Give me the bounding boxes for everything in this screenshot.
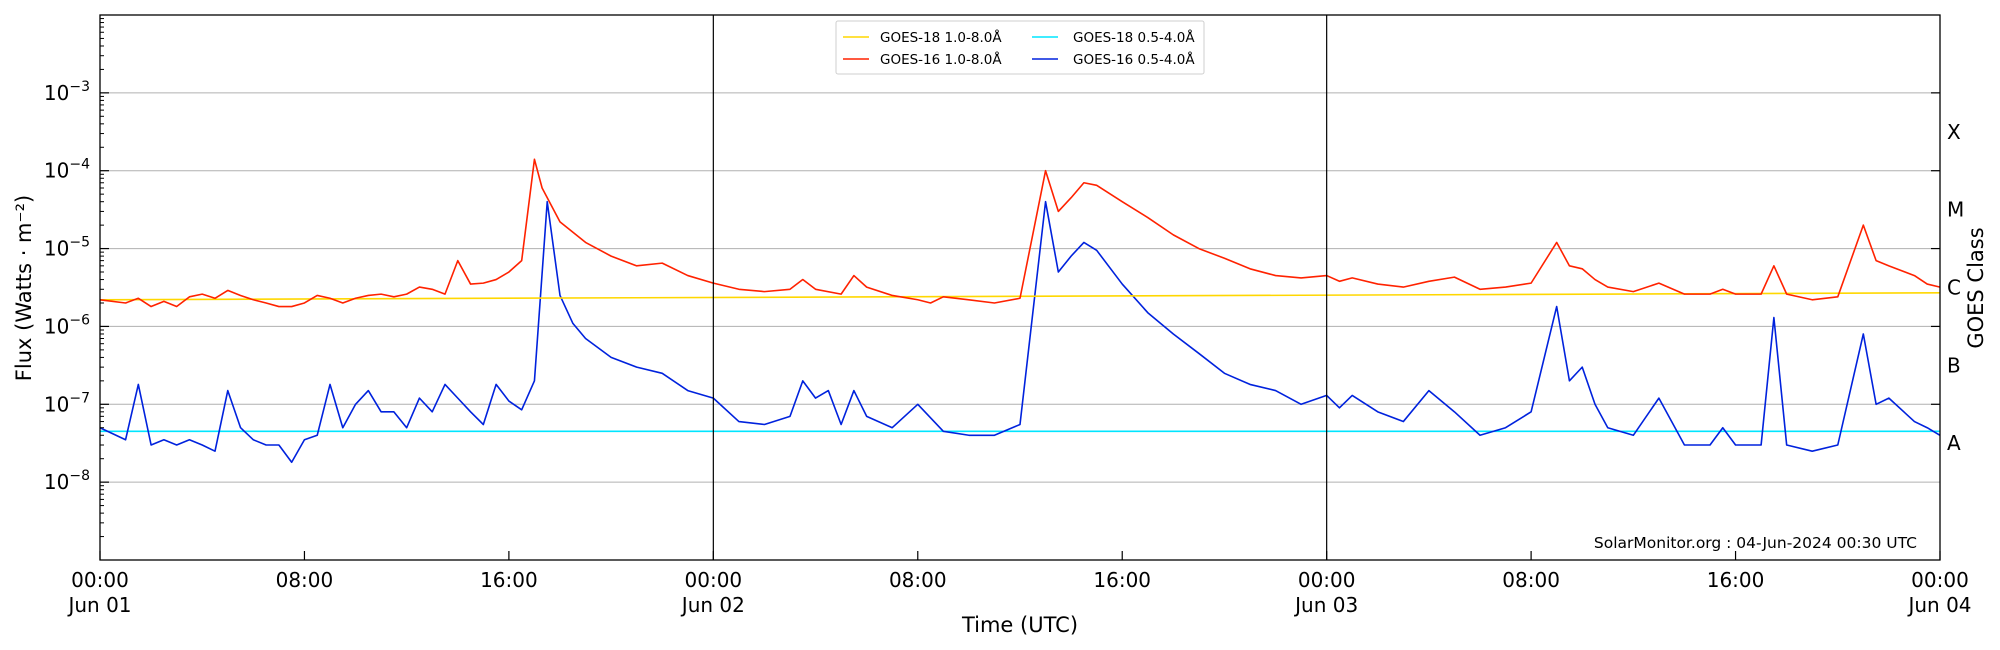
legend-label-goes16-long: GOES-16 1.0-8.0Å — [880, 51, 1002, 68]
series-layer — [99, 158, 1941, 464]
y-tick-base: 10 — [44, 81, 69, 105]
x-axis-label: Time (UTC) — [961, 613, 1078, 637]
day-boundaries — [712, 15, 1328, 560]
y-tick-exponent: −6 — [69, 312, 90, 328]
y-tick-base: 10 — [44, 392, 69, 416]
credit-annotation: SolarMonitor.org : 04-Jun-2024 00:30 UTC — [1594, 534, 1917, 552]
legend-box — [835, 20, 1205, 75]
y-ticks: 10−310−410−510−610−710−8 — [44, 18, 109, 538]
plot-frame — [99, 14, 1941, 561]
x-tick-label: 00:00 — [71, 568, 129, 592]
legend-label-goes16-short: GOES-16 0.5-4.0Å — [1073, 51, 1195, 68]
goes-class-label: C — [1947, 276, 1961, 300]
x-tick-label: 16:00 — [1093, 568, 1151, 592]
series-line — [99, 200, 1941, 464]
y-tick-base: 10 — [44, 470, 69, 494]
goes-class-label: B — [1947, 353, 1961, 377]
y-tick-exponent: −7 — [69, 390, 90, 406]
gridlines — [100, 92, 1940, 483]
x-tick-label: 00:00 — [1298, 568, 1356, 592]
y-axis-label: Flux (Watts · m⁻²) — [12, 195, 36, 381]
goes-class-label: M — [1947, 198, 1964, 222]
x-tick-date-label: Jun 01 — [66, 593, 131, 617]
x-tick-label: 16:00 — [480, 568, 538, 592]
goes-class-label: A — [1947, 431, 1961, 455]
y-tick-exponent: −4 — [69, 157, 90, 173]
legend-label-goes18-short: GOES-18 0.5-4.0Å — [1073, 29, 1195, 46]
series-line — [99, 158, 1941, 308]
x-tick-label: 00:00 — [685, 568, 743, 592]
y-tick-label: 10−4 — [44, 157, 90, 183]
goes-class-label: X — [1947, 120, 1961, 144]
y-axis-label-right: GOES Class — [1964, 227, 1988, 348]
y-tick-base: 10 — [44, 314, 69, 338]
y-tick-label: 10−8 — [44, 468, 90, 494]
x-tick-date-label: Jun 02 — [680, 593, 745, 617]
y-tick-label: 10−5 — [44, 235, 90, 261]
y-tick-label: 10−3 — [44, 79, 90, 105]
x-tick-label: 08:00 — [1502, 568, 1560, 592]
goes-class-labels: X M C B A — [1931, 92, 1964, 455]
y-tick-label: 10−7 — [44, 390, 90, 416]
y-tick-base: 10 — [44, 159, 69, 183]
x-tick-date-label: Jun 04 — [1906, 593, 1971, 617]
x-tick-label: 08:00 — [889, 568, 947, 592]
y-tick-exponent: −5 — [69, 235, 90, 251]
y-tick-base: 10 — [44, 237, 69, 261]
legend-label-goes18-long: GOES-18 1.0-8.0Å — [880, 29, 1002, 46]
x-tick-date-label: Jun 03 — [1293, 593, 1358, 617]
y-tick-label: 10−6 — [44, 312, 90, 338]
x-tick-label: 16:00 — [1707, 568, 1765, 592]
legend: GOES-18 1.0-8.0Å GOES-16 1.0-8.0Å GOES-1… — [835, 20, 1205, 75]
y-tick-exponent: −3 — [69, 79, 90, 95]
x-tick-label: 00:00 — [1911, 568, 1969, 592]
y-tick-exponent: −8 — [69, 468, 90, 484]
x-tick-label: 08:00 — [276, 568, 334, 592]
